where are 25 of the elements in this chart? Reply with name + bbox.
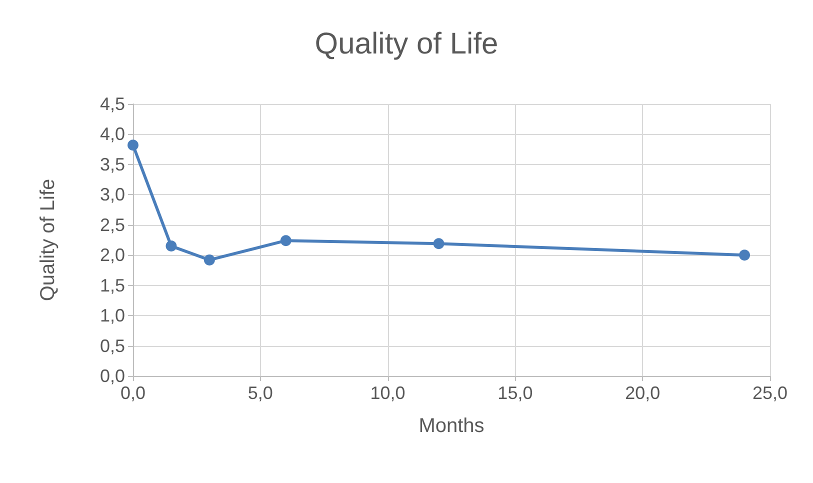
- y-tick-label: 2,0: [100, 245, 125, 266]
- y-tick-label: 2,5: [100, 214, 125, 235]
- x-tick-label: 15,0: [498, 383, 533, 403]
- y-tick-label: 3,5: [100, 154, 125, 174]
- x-axis-title: Months: [418, 415, 484, 437]
- point: [204, 254, 215, 266]
- y-tick-label: 4,0: [100, 124, 125, 144]
- y-tick-label: 0,5: [100, 336, 125, 356]
- y-tick-label: 1,5: [100, 275, 125, 296]
- chart-title: Quality of Life: [314, 28, 498, 60]
- y-tick-label: 4,5: [100, 94, 125, 114]
- x-tick-label: 20,0: [625, 383, 660, 403]
- x-tick-label: 10,0: [370, 383, 406, 403]
- x-tick-label: 25,0: [752, 383, 788, 403]
- x-tick-label: 0,0: [120, 383, 146, 403]
- point: [280, 235, 292, 246]
- y-axis-title: Quality of Life: [37, 178, 59, 302]
- point: [128, 140, 138, 151]
- y-tick-label: 3,0: [100, 184, 125, 205]
- point: [433, 238, 444, 250]
- point: [166, 240, 177, 252]
- y-tick-label: 1,0: [100, 306, 125, 326]
- x-tick-label: 5,0: [248, 383, 273, 403]
- y-tick-label: 0,0: [100, 366, 125, 386]
- point: [739, 250, 750, 261]
